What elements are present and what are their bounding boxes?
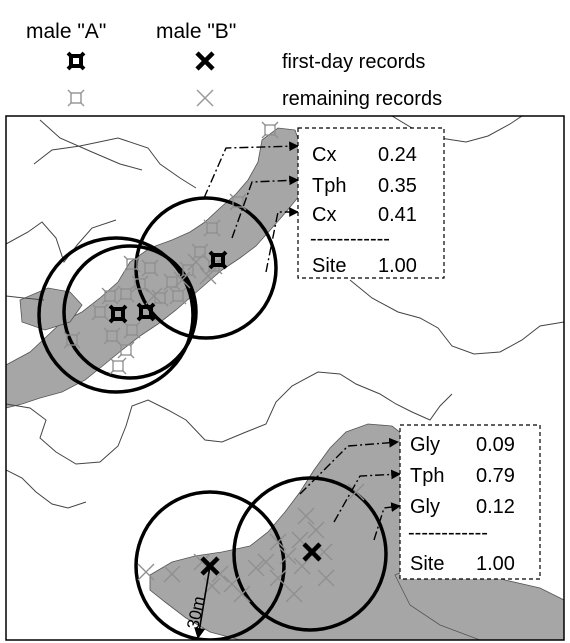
value-box-upper-separator: ------------ — [310, 228, 390, 250]
legend-male-a-first-day-icon — [66, 51, 86, 71]
home-range-circle-b2 — [232, 476, 388, 632]
home-range-circle-a2 — [62, 244, 198, 380]
legend-remaining-label: remaining records — [282, 88, 442, 110]
legend-male-b-remaining-icon — [196, 89, 214, 107]
arrow-upper-cx-1 — [203, 141, 299, 199]
value-box-upper-site-value: 1.00 — [378, 255, 417, 277]
value-box-upper-row2-code: Tph — [312, 175, 346, 197]
value-box-lower-row2-value: 0.79 — [476, 465, 515, 487]
legend-male-a-label: male "A" — [26, 20, 106, 43]
value-box-lower-row2-code: Tph — [410, 465, 444, 487]
map-frame — [5, 115, 565, 641]
arrow-lower-gly-1 — [299, 437, 399, 495]
home-range-circle-b1 — [134, 490, 286, 640]
arrow-lower-tph — [333, 469, 401, 523]
arrows-lower — [299, 437, 401, 541]
map-contour-lines — [6, 116, 564, 509]
value-box-upper-row3-value: 0.41 — [378, 204, 417, 226]
legend-male-b-first-day-icon — [197, 53, 213, 69]
value-box-upper-row1-value: 0.24 — [378, 144, 417, 166]
value-box-lower-row3-code: Gly — [410, 496, 440, 518]
value-box-upper-site-label: Site — [312, 255, 346, 277]
value-box-lower: Gly 0.09 Tph 0.79 Gly 0.12 ------------ … — [399, 424, 541, 580]
legend: male "A" male "B" first-day records rema… — [26, 20, 442, 110]
value-box-lower-row1-code: Gly — [410, 434, 440, 456]
value-box-lower-frame — [399, 424, 541, 580]
value-box-lower-site-value: 1.00 — [476, 553, 515, 575]
value-box-lower-separator: ------------ — [408, 522, 488, 544]
value-box-upper: Cx 0.24 Tph 0.35 Cx 0.41 ------------ Si… — [297, 127, 445, 279]
scale-bar-line — [194, 565, 211, 640]
arrow-upper-tph — [231, 175, 299, 239]
value-box-upper-row3-code: Cx — [312, 204, 336, 226]
value-box-lower-row3-value: 0.12 — [476, 496, 515, 518]
value-box-lower-site-label: Site — [410, 553, 444, 575]
value-box-lower-row1-value: 0.09 — [476, 434, 515, 456]
legend-male-b-label: male "B" — [156, 20, 236, 43]
home-range-circle-a1 — [37, 236, 195, 394]
value-box-upper-frame — [297, 127, 445, 279]
arrow-upper-cx-2 — [265, 207, 299, 273]
legend-male-a-remaining-icon — [67, 89, 85, 107]
value-box-upper-row1-code: Cx — [312, 144, 336, 166]
arrows-upper — [203, 141, 299, 273]
value-box-upper-row2-value: 0.35 — [378, 175, 417, 197]
map-panel: 30m Cx 0.24 Tph 0.35 Cx 0.41 -----------… — [6, 116, 564, 640]
legend-first-day-label: first-day records — [282, 51, 425, 73]
